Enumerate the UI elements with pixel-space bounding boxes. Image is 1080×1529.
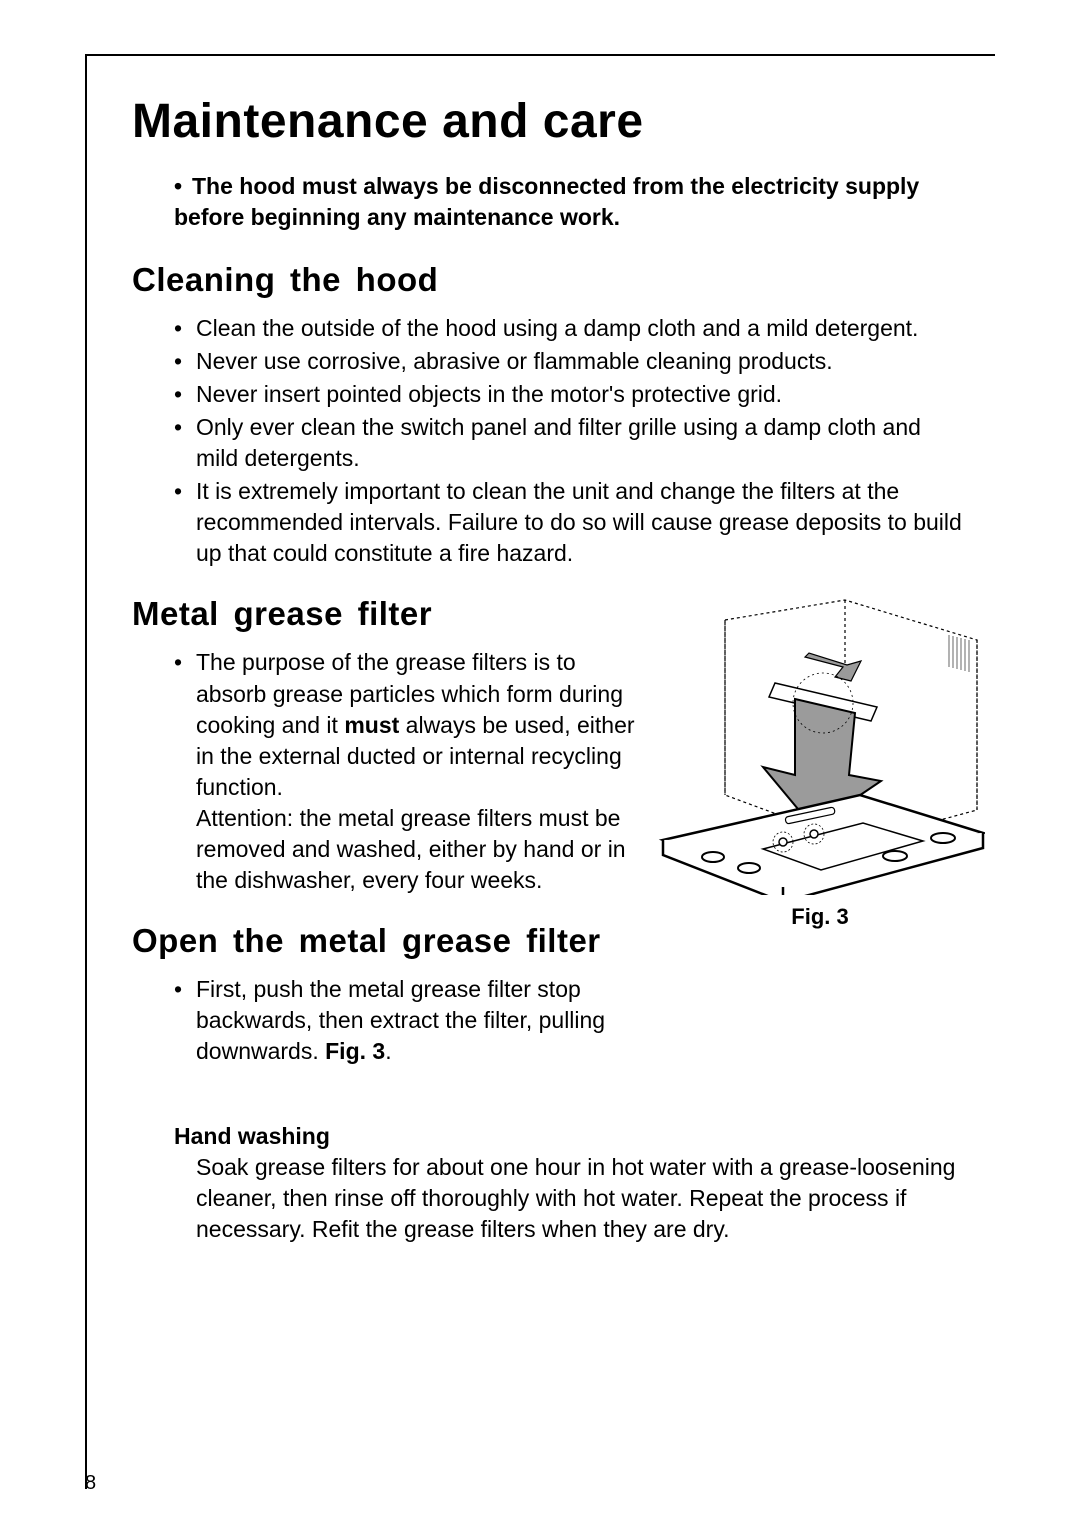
list-item: The purpose of the grease filters is to …	[174, 647, 637, 895]
content-frame: Maintenance and care •The hood must alwa…	[85, 54, 995, 1489]
filter-section: Metal grease filter The purpose of the g…	[132, 595, 985, 1093]
fig-ref: Fig. 3	[325, 1038, 385, 1064]
open-filter-text-post: .	[385, 1038, 391, 1064]
hand-washing-text: Soak grease filters for about one hour i…	[196, 1152, 985, 1245]
figure-caption: Fig. 3	[655, 904, 985, 930]
metal-filter-heading: Metal grease filter	[132, 595, 637, 633]
page-title: Maintenance and care	[132, 94, 985, 149]
open-filter-list: First, push the metal grease filter stop…	[174, 974, 637, 1067]
hood-diagram-icon	[655, 595, 985, 895]
disconnect-warning: •The hood must always be disconnected fr…	[174, 171, 985, 233]
list-item: First, push the metal grease filter stop…	[174, 974, 637, 1067]
open-filter-heading: Open the metal grease filter	[132, 922, 637, 960]
list-item: Clean the outside of the hood using a da…	[174, 313, 965, 344]
list-item: Only ever clean the switch panel and fil…	[174, 412, 965, 474]
must-word: must	[344, 712, 399, 738]
page: Maintenance and care •The hood must alwa…	[0, 0, 1080, 1529]
metal-filter-list: The purpose of the grease filters is to …	[174, 647, 637, 895]
warning-text: The hood must always be disconnected fro…	[174, 173, 919, 230]
open-filter-text-pre: First, push the metal grease filter stop…	[196, 976, 605, 1064]
metal-filter-attention: Attention: the metal grease filters must…	[196, 805, 626, 893]
bullet-icon: •	[174, 171, 192, 202]
list-item: It is extremely important to clean the u…	[174, 476, 965, 569]
figure-column: Fig. 3	[655, 595, 985, 930]
filter-text-column: Metal grease filter The purpose of the g…	[132, 595, 637, 1093]
hand-washing-heading: Hand washing	[174, 1123, 985, 1150]
cleaning-list: Clean the outside of the hood using a da…	[174, 313, 985, 569]
list-item: Never use corrosive, abrasive or flammab…	[174, 346, 965, 377]
cleaning-heading: Cleaning the hood	[132, 261, 985, 299]
page-number: 8	[85, 1472, 96, 1495]
list-item: Never insert pointed objects in the moto…	[174, 379, 965, 410]
